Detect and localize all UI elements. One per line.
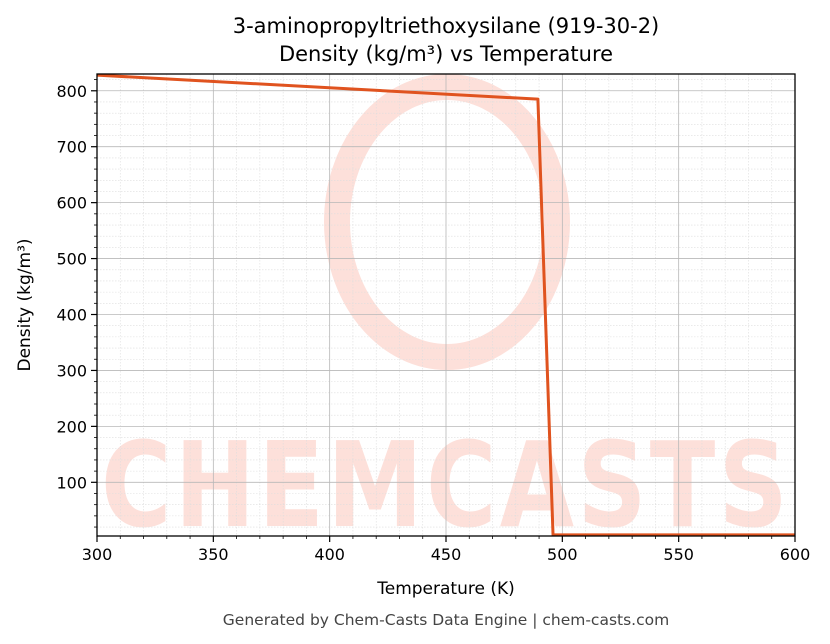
x-tick-label: 550 bbox=[663, 545, 694, 564]
density-series-line bbox=[96, 73, 795, 537]
y-tick-label: 200 bbox=[56, 417, 87, 436]
x-tick-label: 350 bbox=[198, 545, 229, 564]
footer-credit: Generated by Chem-Casts Data Engine | ch… bbox=[223, 611, 669, 629]
y-tick-label: 300 bbox=[56, 361, 87, 380]
chart-subtitle: Density (kg/m³) vs Temperature bbox=[279, 42, 613, 66]
y-tick-label: 400 bbox=[56, 306, 87, 325]
x-tick-label: 450 bbox=[431, 545, 462, 564]
x-tick-label: 300 bbox=[82, 545, 113, 564]
y-tick-label: 800 bbox=[56, 82, 87, 101]
x-tick-label: 600 bbox=[780, 545, 811, 564]
y-tick-label: 700 bbox=[56, 138, 87, 157]
watermark: CHEMCASTS bbox=[101, 74, 791, 554]
series-layer bbox=[96, 73, 795, 537]
x-axis-label: Temperature (K) bbox=[376, 579, 515, 599]
y-tick-label: 500 bbox=[56, 250, 87, 269]
x-tick-label: 400 bbox=[314, 545, 345, 564]
y-tick-label: 600 bbox=[56, 194, 87, 213]
watermark-text: CHEMCASTS bbox=[101, 416, 791, 554]
y-tick-label: 100 bbox=[56, 473, 87, 492]
x-tick-label: 500 bbox=[547, 545, 578, 564]
y-axis: 100 200 300 400 500 600 700 800 bbox=[56, 79, 97, 528]
y-axis-label: Density (kg/m³) bbox=[15, 238, 35, 371]
chart-title: 3-aminopropyltriethoxysilane (919-30-2) bbox=[233, 14, 660, 38]
watermark-logo-ring bbox=[324, 74, 570, 370]
x-axis: 300 350 400 450 500 550 600 bbox=[82, 536, 811, 564]
